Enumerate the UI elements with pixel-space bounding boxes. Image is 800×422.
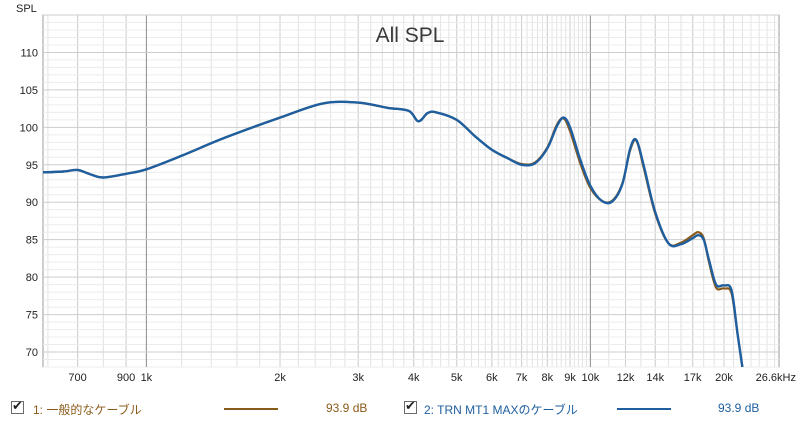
- y-axis-ticks: 70 75 80 85 90 95 100 105 110: [20, 47, 38, 359]
- y-tick-label: 105: [20, 85, 38, 97]
- series-2-swatch: [617, 408, 671, 410]
- x-tick-label: 5k: [451, 372, 463, 384]
- series-1-checkbox[interactable]: ✔: [11, 398, 24, 414]
- x-tick-label: 10k: [581, 372, 599, 384]
- series-1-swatch: [224, 408, 278, 410]
- y-tick-label: 95: [26, 160, 38, 172]
- series-1-value: 93.9 dB: [326, 401, 368, 415]
- y-tick-label: 70: [26, 347, 38, 359]
- y-axis-label: SPL: [16, 3, 37, 15]
- x-tick-label: 900: [117, 372, 135, 384]
- x-tick-label: 14k: [646, 372, 664, 384]
- x-tick-label: 4k: [408, 372, 420, 384]
- check-icon: ✔: [12, 398, 23, 413]
- y-tick-label: 90: [26, 197, 38, 209]
- x-tick-label: 12k: [617, 372, 635, 384]
- x-tick-label: 26.6kHz: [756, 372, 796, 384]
- grid-major: [43, 14, 779, 367]
- series-1-label: 1: 一般的なケーブル: [33, 403, 142, 417]
- grid-minor: [43, 15, 779, 368]
- x-tick-label: 8k: [542, 372, 554, 384]
- check-icon: ✔: [405, 398, 416, 413]
- x-tick-label: 3k: [352, 372, 364, 384]
- x-tick-label: 2k: [274, 372, 286, 384]
- legend: ✔ 1: 一般的なケーブル 93.9 dB ✔ 2: TRN MT1 MAXのケ…: [0, 398, 800, 418]
- y-tick-label: 80: [26, 272, 38, 284]
- series-2-checkbox[interactable]: ✔: [404, 398, 417, 414]
- y-tick-label: 85: [26, 235, 38, 247]
- x-axis-ticks: 700 900 1k 2k 3k 4k 5k 6k 7k 8k 9k 10k 12k 14k 17k 20k 2…: [68, 372, 796, 384]
- series-2-value: 93.9 dB: [718, 401, 760, 415]
- plot-area: [42, 14, 780, 368]
- chart-title: All SPL: [376, 24, 445, 47]
- x-tick-label: 700: [68, 372, 86, 384]
- series-line-2: [43, 100, 744, 367]
- x-tick-label: 9k: [564, 372, 576, 384]
- spl-chart: 70 75 80 85 90 95 100 105 110 700 900 1k 2k 3k 4k 5k 6k…: [16, 3, 796, 384]
- y-tick-label: 110: [20, 47, 38, 59]
- series-2-label: 2: TRN MT1 MAXのケーブル: [424, 403, 578, 417]
- y-tick-label: 100: [20, 122, 38, 134]
- y-tick-label: 75: [26, 310, 38, 322]
- x-tick-label: 20k: [715, 372, 733, 384]
- x-tick-label: 17k: [684, 372, 702, 384]
- x-tick-label: 1k: [141, 372, 153, 384]
- series-layer: [43, 100, 744, 367]
- x-tick-label: 7k: [516, 372, 528, 384]
- x-tick-label: 6k: [486, 372, 498, 384]
